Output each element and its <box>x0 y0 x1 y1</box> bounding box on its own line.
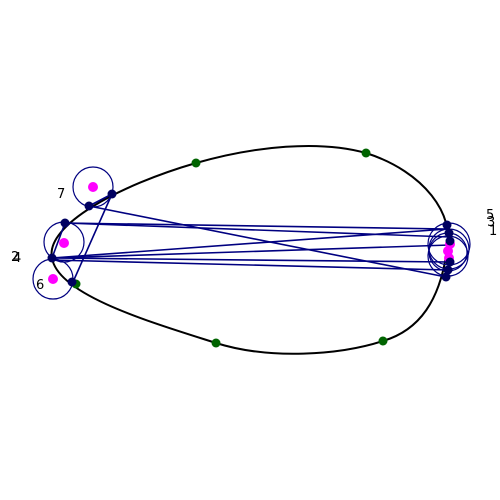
chord-group <box>51 193 451 283</box>
intersection-point <box>445 257 455 267</box>
label-7: 7 <box>57 187 65 202</box>
label-group: 7 2 4 6 5 3 1 <box>11 187 497 293</box>
label-2: 2 <box>11 250 19 265</box>
center-group <box>48 182 455 284</box>
intersection-point <box>441 272 451 282</box>
intersection-point <box>60 218 70 228</box>
control-point <box>378 336 388 346</box>
center-dot <box>48 274 58 284</box>
label-6: 6 <box>36 278 44 293</box>
chord-line <box>51 244 451 259</box>
chord-line <box>51 228 448 259</box>
control-point <box>191 158 201 168</box>
control-point <box>361 148 371 158</box>
center-dot <box>59 238 69 248</box>
intersection-point <box>67 277 77 287</box>
label-1: 1 <box>489 224 497 239</box>
chord-line <box>51 259 449 271</box>
intersection-point <box>443 265 453 275</box>
intersection-point <box>47 253 57 263</box>
intersection-point <box>444 228 454 238</box>
circle-group <box>32 166 471 300</box>
label-4: 4 <box>13 251 21 266</box>
intersection-point <box>84 201 94 211</box>
intersection-point <box>107 189 117 199</box>
chord-line <box>64 222 451 238</box>
chord-line <box>51 257 451 263</box>
chord-line <box>64 222 448 230</box>
label-5: 5 <box>486 208 494 223</box>
chord-line <box>51 222 66 259</box>
control-point <box>211 338 221 348</box>
chord-line <box>88 205 447 278</box>
intersection-point <box>445 236 455 246</box>
label-3: 3 <box>487 215 495 230</box>
chord-line <box>72 193 113 283</box>
center-dot <box>88 182 98 192</box>
intersection-point <box>442 220 452 230</box>
intersection-point-group <box>47 189 455 287</box>
